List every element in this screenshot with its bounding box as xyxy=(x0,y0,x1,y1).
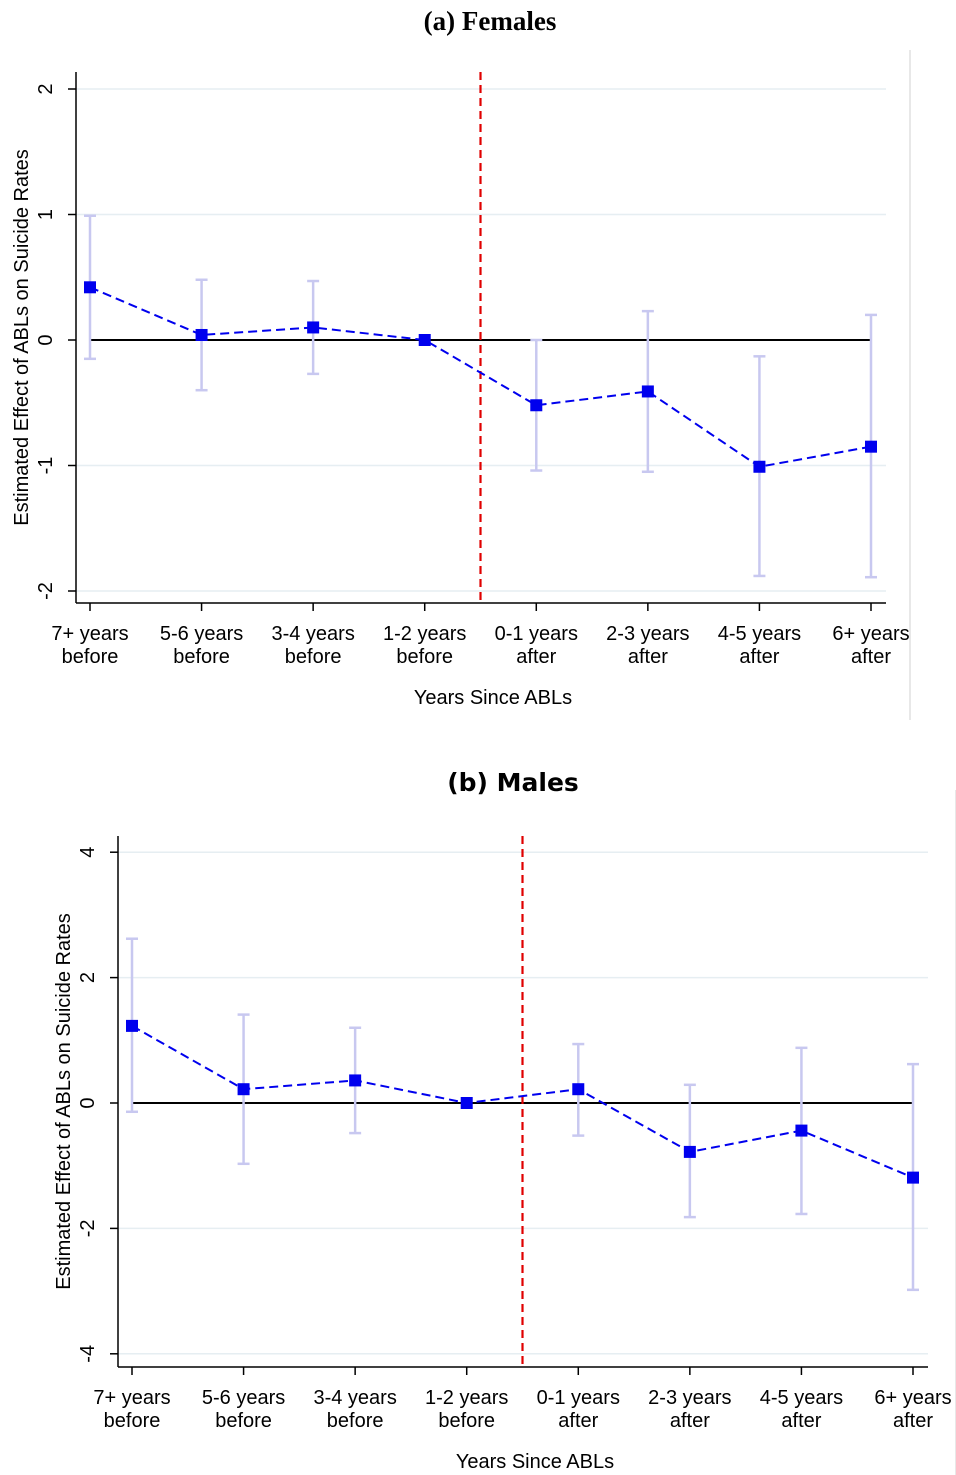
y-tick-label-2: 0 xyxy=(77,1097,99,1108)
data-point-4 xyxy=(530,399,543,412)
data-point-2 xyxy=(307,321,320,334)
x-tick-label-line: before xyxy=(104,1410,161,1432)
x-tick-label-line: after xyxy=(516,646,556,668)
data-point-1 xyxy=(195,328,208,341)
y-tick-label-4: 2 xyxy=(35,83,57,94)
data-point-3 xyxy=(460,1097,473,1109)
data-point-2 xyxy=(349,1074,362,1087)
x-tick-label-line: 7+ years xyxy=(51,623,128,645)
x-tick-label-line: before xyxy=(438,1410,495,1432)
x-tick-label-line: before xyxy=(285,646,342,668)
x-tick-label-line: 1-2 years xyxy=(425,1387,508,1409)
x-tick-label-line: before xyxy=(327,1410,384,1432)
panel-males: (b) Males -4 -2 0 2 4 7+ years before 5-6 years… xyxy=(0,760,956,1475)
x-axis-title: Years Since ABLs xyxy=(414,687,572,709)
x-tick-label-line: before xyxy=(62,646,119,668)
x-tick-label-line: 7+ years xyxy=(93,1387,170,1409)
x-tick-label-line: before xyxy=(215,1410,272,1432)
x-tick-label-line: 3-4 years xyxy=(271,623,354,645)
data-point-0 xyxy=(126,1019,138,1032)
x-tick-label-line: 5-6 years xyxy=(202,1387,285,1409)
y-tick-label-4: 4 xyxy=(77,847,99,858)
y-tick-label-1: -1 xyxy=(35,457,57,475)
y-tick-label-0: -2 xyxy=(35,582,57,600)
data-point-5 xyxy=(641,385,654,398)
data-point-5 xyxy=(683,1145,696,1158)
x-axis-title: Years Since ABLs xyxy=(456,1451,614,1473)
x-tick-label-line: 2-3 years xyxy=(648,1387,731,1409)
x-tick-label-line: after xyxy=(558,1410,598,1432)
y-axis-title: Estimated Effect of ABLs on Suicide Rate… xyxy=(11,149,33,526)
data-point-3 xyxy=(418,334,431,346)
x-tick-label-line: 2-3 years xyxy=(606,623,689,645)
x-tick-label-line: after xyxy=(893,1410,933,1432)
x-tick-label-line: after xyxy=(628,646,668,668)
x-tick-label-line: 4-5 years xyxy=(760,1387,843,1409)
y-axis-title: Estimated Effect of ABLs on Suicide Rate… xyxy=(53,913,75,1290)
data-point-7 xyxy=(907,1171,919,1184)
x-tick-label-line: 1-2 years xyxy=(383,623,466,645)
x-tick-label-line: 5-6 years xyxy=(160,623,243,645)
x-tick-label-line: after xyxy=(781,1410,821,1432)
data-point-7 xyxy=(865,440,877,453)
y-tick-label-3: 1 xyxy=(35,209,57,220)
series-line xyxy=(89,286,872,468)
x-tick-label-line: 0-1 years xyxy=(537,1387,620,1409)
y-tick-label-3: 2 xyxy=(77,972,99,983)
x-tick-label-line: before xyxy=(173,646,230,668)
data-point-4 xyxy=(572,1083,585,1096)
y-tick-label-1: -2 xyxy=(77,1220,99,1238)
chart-title-females: (a) Females xyxy=(423,6,557,36)
data-point-0 xyxy=(84,281,96,294)
data-point-1 xyxy=(237,1083,250,1096)
panel-females: (a) Females -2 -1 0 1 2 7+ years before 5-6 yea… xyxy=(0,0,956,722)
data-point-6 xyxy=(753,460,766,473)
chart-title-males: (b) Males xyxy=(447,768,579,797)
x-tick-label-line: after xyxy=(851,646,891,668)
y-tick-label-0: -4 xyxy=(77,1345,99,1363)
x-tick-label-line: before xyxy=(396,646,453,668)
x-tick-label-line: 4-5 years xyxy=(718,623,801,645)
x-tick-label-line: 3-4 years xyxy=(313,1387,396,1409)
x-tick-label-line: 6+ years xyxy=(874,1387,951,1409)
x-tick-label-line: after xyxy=(739,646,779,668)
y-tick-label-2: 0 xyxy=(35,334,57,345)
x-tick-label-line: 6+ years xyxy=(832,623,909,645)
x-tick-label-line: 0-1 years xyxy=(495,623,578,645)
x-tick-label-line: after xyxy=(670,1410,710,1432)
data-point-6 xyxy=(795,1124,808,1137)
series-line xyxy=(131,1025,914,1179)
